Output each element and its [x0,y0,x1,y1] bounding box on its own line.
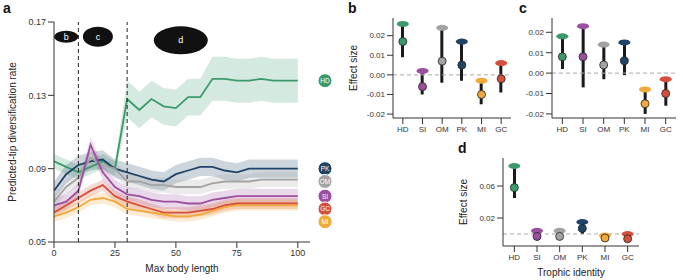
svg-text:OM: OM [553,253,566,262]
svg-text:d: d [178,35,183,45]
svg-text:PK: PK [577,253,588,262]
svg-text:75: 75 [232,248,242,258]
svg-text:SI: SI [322,193,328,200]
svg-text:HD: HD [509,253,521,262]
svg-text:PK: PK [321,165,330,172]
svg-text:SI: SI [533,253,541,262]
svg-text:OM: OM [436,125,449,134]
svg-text:0.02: 0.02 [528,28,544,37]
svg-text:PK: PK [456,125,467,134]
svg-text:HD: HD [320,77,330,84]
html-text:b: b [348,0,357,16]
svg-text:GC: GC [320,205,330,212]
svg-text:c: c [96,32,101,42]
svg-text:0.17: 0.17 [28,17,46,27]
svg-text:0.01: 0.01 [369,51,385,60]
svg-text:-0.02: -0.02 [367,110,386,119]
svg-text:0.01: 0.01 [528,49,544,58]
svg-text:100: 100 [290,248,305,258]
svg-text:-0.01: -0.01 [526,89,545,98]
svg-text:25: 25 [110,248,120,258]
svg-text:0.09: 0.09 [28,164,46,174]
svg-text:OM: OM [320,178,330,185]
svg-text:MI: MI [477,125,486,134]
svg-text:SI: SI [579,125,587,134]
svg-text:Predicted-tip diversification: Predicted-tip diversification rate [7,62,18,202]
svg-text:Effect size: Effect size [458,179,469,225]
svg-text:-0.01: -0.01 [367,90,386,99]
html-text:d: d [458,140,467,156]
svg-text:MI: MI [321,218,328,225]
svg-text:GC: GC [495,125,507,134]
svg-text:OM: OM [597,125,610,134]
svg-text:HD: HD [557,125,569,134]
svg-text:0.05: 0.05 [28,237,46,247]
html-text:a: a [3,0,11,16]
svg-text:50: 50 [171,248,181,258]
svg-text:Trophic identity: Trophic identity [537,267,604,278]
svg-text:PK: PK [619,125,630,134]
svg-text:-0.02: -0.02 [526,110,545,119]
svg-text:Max body length: Max body length [145,263,218,274]
svg-text:0.00: 0.00 [369,71,385,80]
svg-text:0.02: 0.02 [479,214,495,223]
svg-text:0: 0 [51,248,56,258]
svg-text:HD: HD [397,125,409,134]
svg-text:0.02: 0.02 [369,31,385,40]
svg-text:SI: SI [419,125,427,134]
svg-text:Effect size: Effect size [348,45,359,91]
svg-text:GC: GC [660,125,672,134]
svg-text:0.06: 0.06 [479,182,495,191]
svg-text:MI: MI [641,125,650,134]
svg-text:MI: MI [601,253,610,262]
svg-text:GC: GC [622,253,634,262]
svg-text:0.13: 0.13 [28,91,46,101]
svg-text:b: b [64,32,69,42]
html-text:c: c [519,0,527,16]
svg-text:0.00: 0.00 [528,69,544,78]
